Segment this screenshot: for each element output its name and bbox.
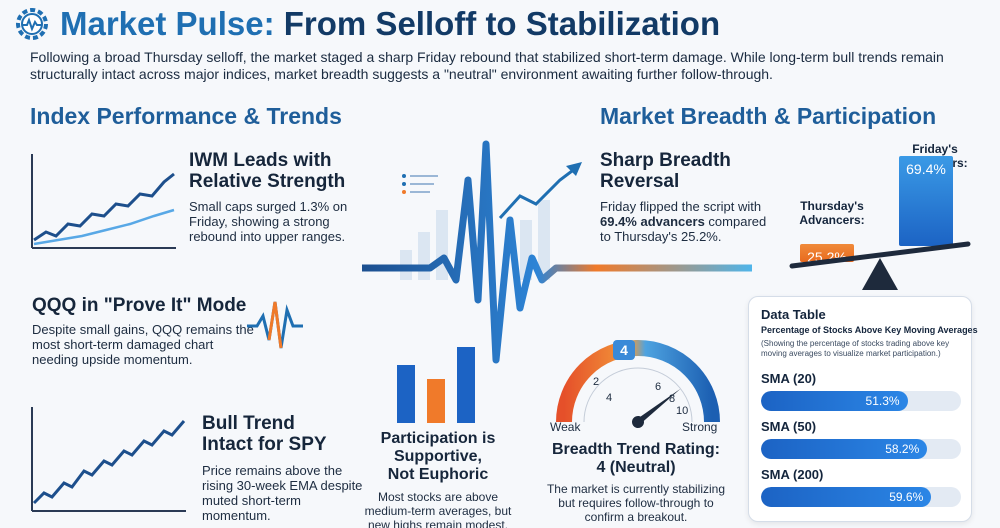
participation-bar-2 — [427, 379, 445, 423]
gauge-title: Breadth Trend Rating: 4 (Neutral) — [551, 441, 720, 476]
gauge-tick-8: 8 — [669, 393, 676, 405]
participation-bar-1 — [397, 365, 415, 423]
sma-200-track: 59.6% — [761, 487, 961, 507]
sma-50-bar: 58.2% — [761, 439, 928, 459]
index-performance-heading: Index Performance & Trends — [30, 103, 342, 129]
participation-bar-3 — [457, 347, 475, 423]
page-title: Market Pulse: From Selloff to Stabilizat… — [60, 5, 721, 42]
spy-card-text: Price remains above the rising 30-week E… — [202, 463, 363, 523]
gauge-tick-10: 10 — [676, 405, 689, 417]
friday-advancers-value: 69.4% — [906, 160, 946, 177]
center-pulse-graphic — [362, 140, 752, 364]
breadth-gauge — [556, 340, 720, 428]
sma-20-label: SMA (20) — [761, 371, 817, 386]
data-table-title: Data Table — [761, 307, 826, 322]
qqq-card-text: Despite small gains, QQQ remains the mos… — [32, 322, 254, 367]
bg-bar — [436, 210, 448, 280]
spy-card-title: Bull Trend Intact for SPY — [202, 413, 327, 455]
gauge-tick-2: 2 — [593, 376, 600, 388]
intro-paragraph: Following a broad Thursday selloff, the … — [30, 49, 944, 82]
list-lines-icon — [402, 174, 438, 194]
gauge-arc — [556, 340, 720, 423]
iwm-card-title: IWM Leads with Relative Strength — [189, 150, 346, 192]
thursday-advancers-label: Thursday's Advancers: — [799, 199, 865, 227]
arrow-up-icon — [566, 162, 582, 176]
bg-bar — [538, 200, 550, 280]
pulse-line — [362, 140, 752, 364]
gauge-strong-label: Strong — [682, 420, 718, 434]
spy-trend-chart — [31, 407, 186, 512]
gauge-needle — [632, 388, 681, 428]
data-table-panel: Data Table Percentage of Stocks Above Ke… — [748, 296, 978, 522]
title-row: Market Pulse: From Selloff to Stabilizat… — [14, 4, 720, 44]
gauge-tick-6: 6 — [655, 381, 662, 393]
qqq-pulse-icon — [247, 301, 303, 349]
sma-200-bar: 59.6% — [761, 487, 932, 507]
up-trend-line — [498, 166, 577, 220]
data-table-subtitle: Percentage of Stocks Above Key Moving Av… — [761, 325, 978, 335]
breadth-reversal-text: Friday flipped the script with 69.4% adv… — [600, 199, 767, 244]
sma-200-label: SMA (200) — [761, 467, 824, 482]
iwm-trend-chart — [31, 154, 176, 249]
balance-scale — [789, 241, 971, 290]
breadth-reversal-title: Sharp Breadth Reversal — [600, 150, 731, 192]
iwm-card-text: Small caps surged 1.3% on Friday, showin… — [189, 199, 348, 244]
sma-50-track: 58.2% — [761, 439, 961, 459]
participation-title: Participation is Supportive, Not Euphori… — [380, 430, 496, 483]
participation-bars — [397, 347, 475, 423]
gauge-text: The market is currently stabilizing but … — [546, 482, 726, 524]
gear-pulse-icon — [16, 8, 48, 40]
gauge-tick-4: 4 — [606, 392, 613, 404]
bg-bar — [418, 232, 430, 280]
qqq-card-title: QQQ in "Prove It" Mode — [32, 295, 247, 316]
data-table-note: (Showing the percentage of stocks tradin… — [761, 339, 950, 358]
participation-text: Most stocks are above medium-term averag… — [364, 490, 512, 528]
gauge-weak-label: Weak — [550, 420, 581, 434]
sma-20-bar: 51.3% — [761, 391, 908, 411]
market-breadth-heading: Market Breadth & Participation — [600, 103, 937, 129]
sma-50-label: SMA (50) — [761, 419, 817, 434]
gauge-value-badge: 4 — [613, 340, 635, 360]
friday-advancers-bar — [899, 155, 953, 246]
sma-20-track: 51.3% — [761, 391, 961, 411]
